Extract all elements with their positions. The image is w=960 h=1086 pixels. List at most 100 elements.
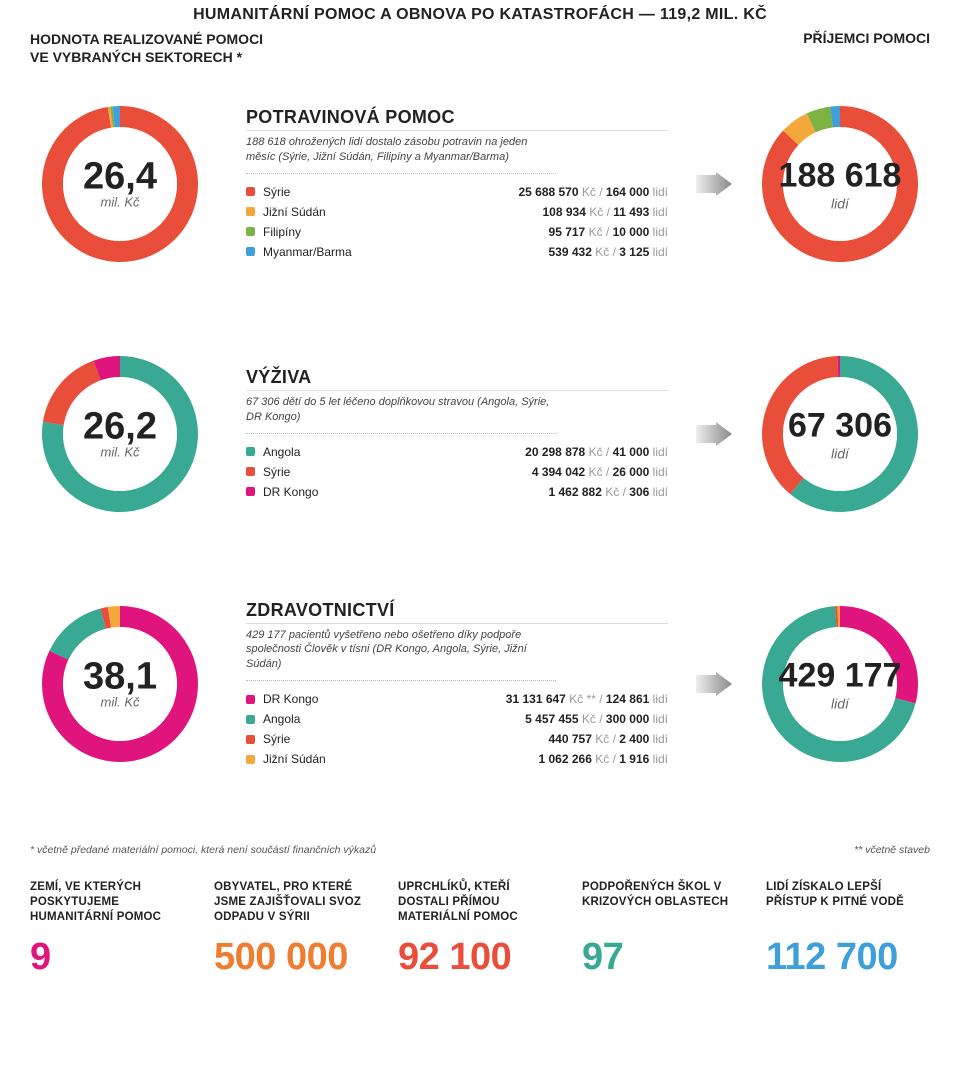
section-desc: 67 306 dětí do 5 let léčeno doplňkovou s… — [246, 395, 556, 434]
stat-label: OBYVATEL, PRO KTERÉ JSME ZAJIŠŤOVALI SVO… — [214, 880, 378, 926]
legend-swatch — [246, 695, 255, 704]
people-unit: lidí — [750, 446, 930, 462]
row-country: Jižní Súdán — [263, 205, 373, 219]
stat-number: 92 100 — [398, 936, 562, 979]
legend-swatch — [246, 487, 255, 496]
footnote-right: ** včetně staveb — [854, 844, 930, 856]
value-unit: mil. Kč — [30, 195, 210, 210]
arrow-icon — [696, 672, 732, 696]
section-title: POTRAVINOVÁ POMOC — [246, 107, 668, 131]
data-row: Sýrie 440 757 Kč / 2 400 lidí — [246, 729, 668, 749]
subheader: HODNOTA REALIZOVANÉ POMOCI VE VYBRANÝCH … — [30, 30, 930, 66]
info-block: VÝŽIVA 67 306 dětí do 5 let léčeno doplň… — [228, 367, 678, 502]
people-count: 429 177 — [750, 657, 930, 696]
section-title: ZDRAVOTNICTVÍ — [246, 600, 668, 624]
value-unit: mil. Kč — [30, 445, 210, 460]
footnote-left: * včetně předané materiální pomoci, kter… — [30, 844, 376, 856]
value-amount: 38,1 — [30, 659, 210, 695]
sections-container: 26,4 mil. Kč POTRAVINOVÁ POMOC 188 618 o… — [30, 94, 930, 774]
stats-row: ZEMÍ, VE KTERÝCH POSKYTUJEME HUMANITÁRNÍ… — [30, 880, 930, 979]
row-country: Angola — [263, 712, 373, 726]
section: 38,1 mil. Kč ZDRAVOTNICTVÍ 429 177 pacie… — [30, 594, 930, 774]
value-unit: mil. Kč — [30, 695, 210, 710]
subheader-left-2: VE VYBRANÝCH SEKTORECH * — [30, 48, 263, 66]
legend-swatch — [246, 755, 255, 764]
data-row: Sýrie 25 688 570 Kč / 164 000 lidí — [246, 182, 668, 202]
value-donut: 38,1 mil. Kč — [30, 594, 210, 774]
value-donut: 26,2 mil. Kč — [30, 344, 210, 524]
people-count: 188 618 — [750, 157, 930, 196]
subheader-left-1: HODNOTA REALIZOVANÉ POMOCI — [30, 30, 263, 48]
arrow — [696, 422, 732, 446]
row-values: 1 462 882 Kč / 306 lidí — [373, 485, 668, 499]
data-row: Jižní Súdán 108 934 Kč / 11 493 lidí — [246, 202, 668, 222]
data-row: Filipíny 95 717 Kč / 10 000 lidí — [246, 222, 668, 242]
section-desc: 188 618 ohrožených lidí dostalo zásobu p… — [246, 135, 556, 174]
people-donut: 67 306 lidí — [750, 344, 930, 524]
data-row: Sýrie 4 394 042 Kč / 26 000 lidí — [246, 462, 668, 482]
row-country: Filipíny — [263, 225, 373, 239]
value-amount: 26,4 — [30, 159, 210, 195]
section: 26,2 mil. Kč VÝŽIVA 67 306 dětí do 5 let… — [30, 344, 930, 524]
stat-item: ZEMÍ, VE KTERÝCH POSKYTUJEME HUMANITÁRNÍ… — [30, 880, 194, 979]
row-values: 5 457 455 Kč / 300 000 lidí — [373, 712, 668, 726]
subheader-right: PŘÍJEMCI POMOCI — [803, 30, 930, 66]
legend-swatch — [246, 247, 255, 256]
row-country: Jižní Súdán — [263, 752, 373, 766]
row-country: Sýrie — [263, 465, 373, 479]
stat-label: UPRCHLÍKŮ, KTEŘÍ DOSTALI PŘÍMOU MATERIÁL… — [398, 880, 562, 926]
section: 26,4 mil. Kč POTRAVINOVÁ POMOC 188 618 o… — [30, 94, 930, 274]
row-country: DR Kongo — [263, 485, 373, 499]
legend-swatch — [246, 715, 255, 724]
page-title: HUMANITÁRNÍ POMOC A OBNOVA PO KATASTROFÁ… — [30, 6, 930, 24]
data-row: DR Kongo 1 462 882 Kč / 306 lidí — [246, 482, 668, 502]
stat-item: PODPOŘENÝCH ŠKOL V KRIZOVÝCH OBLASTECH 9… — [582, 880, 746, 979]
row-country: Sýrie — [263, 732, 373, 746]
legend-swatch — [246, 187, 255, 196]
stat-number: 9 — [30, 936, 194, 979]
stat-number: 112 700 — [766, 936, 930, 979]
people-donut: 188 618 lidí — [750, 94, 930, 274]
info-block: ZDRAVOTNICTVÍ 429 177 pacientů vyšetřeno… — [228, 600, 678, 770]
stat-label: PODPOŘENÝCH ŠKOL V KRIZOVÝCH OBLASTECH — [582, 880, 746, 926]
arrow — [696, 172, 732, 196]
people-donut: 429 177 lidí — [750, 594, 930, 774]
row-values: 440 757 Kč / 2 400 lidí — [373, 732, 668, 746]
data-row: Angola 20 298 878 Kč / 41 000 lidí — [246, 442, 668, 462]
row-country: Sýrie — [263, 185, 373, 199]
people-unit: lidí — [750, 196, 930, 212]
people-unit: lidí — [750, 696, 930, 712]
row-country: Myanmar/Barma — [263, 245, 373, 259]
section-title: VÝŽIVA — [246, 367, 668, 391]
row-values: 539 432 Kč / 3 125 lidí — [373, 245, 668, 259]
arrow-icon — [696, 172, 732, 196]
people-count: 67 306 — [750, 407, 930, 446]
info-block: POTRAVINOVÁ POMOC 188 618 ohrožených lid… — [228, 107, 678, 262]
data-row: Jižní Súdán 1 062 266 Kč / 1 916 lidí — [246, 749, 668, 769]
row-values: 20 298 878 Kč / 41 000 lidí — [373, 445, 668, 459]
legend-swatch — [246, 447, 255, 456]
stat-number: 97 — [582, 936, 746, 979]
legend-swatch — [246, 735, 255, 744]
stat-label: LIDÍ ZÍSKALO LEPŠÍ PŘÍSTUP K PITNÉ VODĚ — [766, 880, 930, 926]
legend-swatch — [246, 467, 255, 476]
row-values: 1 062 266 Kč / 1 916 lidí — [373, 752, 668, 766]
legend-swatch — [246, 207, 255, 216]
footnotes: * včetně předané materiální pomoci, kter… — [30, 844, 930, 856]
arrow — [696, 672, 732, 696]
data-row: DR Kongo 31 131 647 Kč ** / 124 861 lidí — [246, 689, 668, 709]
row-values: 4 394 042 Kč / 26 000 lidí — [373, 465, 668, 479]
stat-label: ZEMÍ, VE KTERÝCH POSKYTUJEME HUMANITÁRNÍ… — [30, 880, 194, 926]
value-donut: 26,4 mil. Kč — [30, 94, 210, 274]
value-amount: 26,2 — [30, 409, 210, 445]
row-values: 31 131 647 Kč ** / 124 861 lidí — [373, 692, 668, 706]
stat-item: UPRCHLÍKŮ, KTEŘÍ DOSTALI PŘÍMOU MATERIÁL… — [398, 880, 562, 979]
stat-item: LIDÍ ZÍSKALO LEPŠÍ PŘÍSTUP K PITNÉ VODĚ … — [766, 880, 930, 979]
row-values: 108 934 Kč / 11 493 lidí — [373, 205, 668, 219]
row-values: 95 717 Kč / 10 000 lidí — [373, 225, 668, 239]
data-row: Myanmar/Barma 539 432 Kč / 3 125 lidí — [246, 242, 668, 262]
arrow-icon — [696, 422, 732, 446]
data-row: Angola 5 457 455 Kč / 300 000 lidí — [246, 709, 668, 729]
legend-swatch — [246, 227, 255, 236]
row-values: 25 688 570 Kč / 164 000 lidí — [373, 185, 668, 199]
